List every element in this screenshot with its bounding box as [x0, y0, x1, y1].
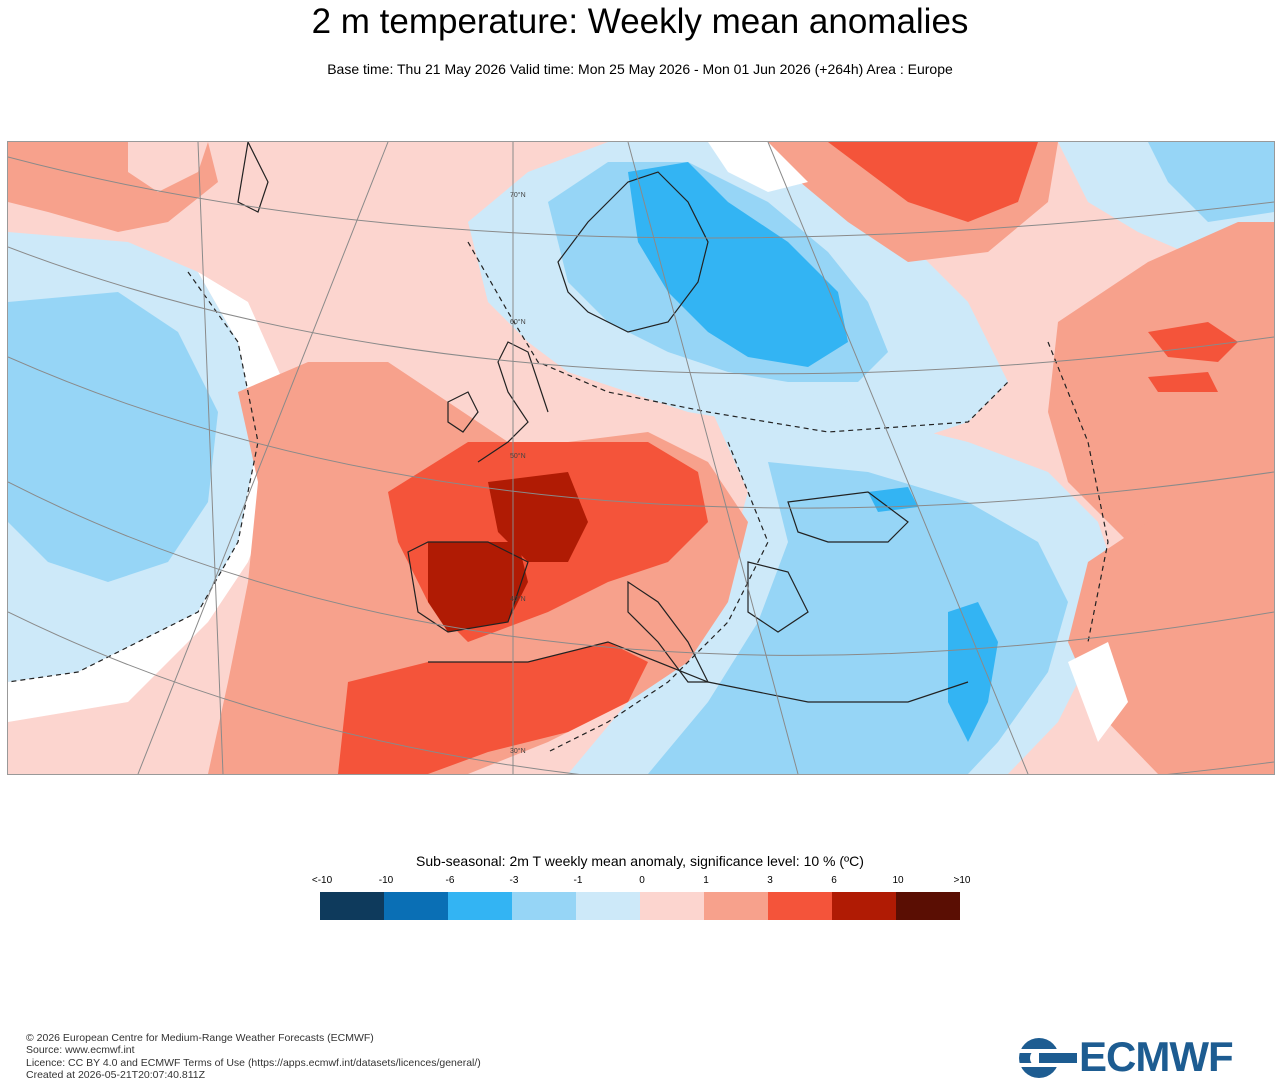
lat-labels: 70°N 60°N 50°N 40°N 30°N [510, 191, 526, 755]
legend-label: 10 [892, 875, 904, 886]
coastlines [237, 142, 969, 703]
coast-italy [627, 580, 709, 683]
legend-swatch-5 [640, 892, 704, 920]
coast-black-sea [787, 491, 909, 543]
legend-label: 6 [831, 875, 837, 886]
legend-swatch-4 [576, 892, 640, 920]
lat-60 [8, 246, 1274, 375]
chart-subtitle: Base time: Thu 21 May 2026 Valid time: M… [327, 61, 953, 77]
lat-label-30: 30°N [510, 747, 526, 755]
legend-label: >10 [953, 875, 971, 886]
legend-color-bar [320, 892, 960, 920]
footer-copyright: © 2026 European Centre for Medium-Range … [26, 1032, 374, 1044]
lat-40 [8, 481, 1274, 656]
anomaly-map: 70°N 60°N 50°N 40°N 30°N [7, 141, 1275, 775]
legend-swatch-8 [832, 892, 896, 920]
warm-region-iberia-core [428, 542, 528, 632]
neutral-southeast [1068, 642, 1128, 742]
coast-scandinavia [557, 171, 709, 333]
warm-region-east-core-1 [1148, 322, 1238, 362]
legend-label: -1 [573, 875, 583, 886]
lat-label-50: 50°N [510, 452, 526, 460]
legend-swatch-7 [768, 892, 832, 920]
lon-w20 [197, 142, 224, 774]
legend-label: <-10 [311, 875, 333, 886]
lat-30 [8, 611, 1274, 774]
footer-source: Source: www.ecmwf.int [26, 1044, 135, 1057]
coast-ireland [447, 391, 479, 433]
legend-label: -6 [445, 875, 455, 886]
coast-iberia [407, 541, 529, 633]
legend-swatch-1 [384, 892, 448, 920]
coast-balkans [747, 561, 809, 633]
warm-region-east [1048, 222, 1274, 572]
legend-labels: <-10 -10 -6 -3 -1 0 1 3 6 10 >10 [0, 875, 1280, 889]
coast-britain [477, 341, 549, 463]
footer-licence: Licence: CC BY 4.0 and ECMWF Terms of Us… [26, 1056, 481, 1069]
footer-created: Created at 2026-05-21T20:07:40.811Z [26, 1069, 206, 1082]
legend-swatch-2 [448, 892, 512, 920]
cold-region-scandinavia-core [628, 162, 848, 367]
legend-label: 0 [639, 875, 645, 886]
lat-label-60: 60°N [510, 318, 526, 326]
coast-north-africa [428, 641, 969, 703]
contour-atlantic [8, 271, 259, 683]
coast-greenland [237, 142, 269, 213]
lat-50 [8, 356, 1274, 509]
lat-label-40: 40°N [510, 595, 526, 603]
legend-swatch-3 [512, 892, 576, 920]
chart-title: 2 m temperature: Weekly mean anomalies [311, 2, 969, 41]
cold-region-far-ne-core [1148, 142, 1274, 222]
ecmwf-logo-mark [1017, 1038, 1077, 1078]
warm-region-north-africa [338, 642, 648, 774]
warm-region-greenland-edge [128, 142, 208, 192]
legend-swatch-9 [896, 892, 960, 920]
footer: © 2026 European Centre for Medium-Range … [26, 1032, 481, 1082]
lon-e40 [767, 142, 1029, 774]
legend-label: -10 [378, 875, 394, 886]
lon-e20 [627, 142, 799, 774]
ecmwf-logo: ECMWF [1017, 1033, 1257, 1080]
anomaly-map-svg: 70°N 60°N 50°N 40°N 30°N [8, 142, 1274, 774]
warm-region-east-core-2 [1148, 372, 1218, 392]
graticule [8, 142, 1274, 774]
legend-label: -3 [509, 875, 519, 886]
legend-swatch-0 [320, 892, 384, 920]
cold-region-levant-core [948, 602, 998, 742]
cold-region-west-atlantic-core [8, 292, 218, 582]
ecmwf-logo-text: ECMWF [1079, 1033, 1234, 1080]
legend-title: Sub-seasonal: 2m T weekly mean anomaly, … [416, 853, 864, 869]
cold-region-black-sea-core [868, 487, 918, 512]
warm-region-arctic-core [828, 142, 1038, 222]
legend-label: 3 [767, 875, 773, 886]
lat-label-70: 70°N [510, 191, 526, 199]
lon-w10 [137, 142, 389, 774]
legend-swatch-6 [704, 892, 768, 920]
lat-70 [8, 156, 1274, 239]
legend-label: 1 [703, 875, 709, 886]
